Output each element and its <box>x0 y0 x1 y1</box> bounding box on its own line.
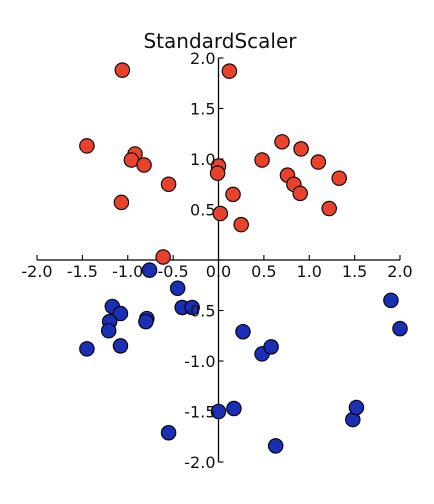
scatter-point <box>310 154 327 170</box>
scatter-point <box>293 141 309 157</box>
scatter-point <box>79 138 95 154</box>
scatter-point <box>267 438 284 454</box>
y-tick-label: 1.0 <box>190 150 215 169</box>
scatter-point <box>169 280 186 297</box>
y-tick-label: -0.5 <box>184 302 215 321</box>
scatter-point <box>210 403 227 420</box>
scatter-point <box>331 170 347 186</box>
scatter-point <box>225 186 241 203</box>
x-tick-label: 1.5 <box>342 262 367 281</box>
scatter-point <box>209 165 226 181</box>
x-tick-label: -1.5 <box>67 262 98 281</box>
scatter-point <box>114 62 131 78</box>
scatter-point <box>100 322 117 339</box>
scatter-point <box>292 185 308 202</box>
x-tick-label: -1.0 <box>112 262 143 281</box>
scatter-point <box>155 249 171 265</box>
scatter-point <box>113 194 130 211</box>
series-1 <box>79 262 408 454</box>
scatter-point <box>233 216 249 233</box>
scatter-point <box>348 399 365 416</box>
x-tick-label: -2.0 <box>21 262 52 281</box>
y-tick-label: 1.5 <box>190 100 215 119</box>
scatter-point <box>254 152 270 168</box>
scatter-point <box>112 338 129 354</box>
y-tick-label: 0.5 <box>190 201 215 220</box>
scatter-point <box>136 157 152 173</box>
x-tick-label: 0.5 <box>251 262 276 281</box>
scatter-point <box>392 320 408 337</box>
axes <box>36 57 401 463</box>
scatter-point <box>160 176 177 193</box>
scatter-point <box>263 339 279 355</box>
x-tick-label: 2.0 <box>387 262 412 281</box>
scatter-point <box>212 205 229 222</box>
scatter-point <box>141 262 158 278</box>
x-tick-label: 1.0 <box>297 262 322 281</box>
scatter-point <box>184 299 200 316</box>
scatter-point <box>226 400 242 417</box>
scatter-point <box>79 341 95 357</box>
tick-labels: -2.0 -1.5 -1.0 -0.5 0.0 0.5 1.0 1.5 2.0-2.0-1.5-… <box>21 49 412 472</box>
y-tick-label: 2.0 <box>190 49 215 68</box>
scatter-point <box>160 424 177 441</box>
scatter-point <box>138 313 154 330</box>
scatter-point <box>321 200 337 217</box>
chart-title: StandardScaler <box>143 29 297 53</box>
scatter-point <box>112 305 129 322</box>
x-tick-label: -0.5 <box>158 262 189 281</box>
scatter-point <box>235 323 251 340</box>
scatter-point <box>274 134 290 150</box>
scatter-point <box>383 292 399 309</box>
x-tick-label: 0.0 <box>206 262 231 281</box>
series-0 <box>79 62 347 265</box>
y-tick-label: -1.5 <box>184 403 215 422</box>
y-tick-label: -1.0 <box>184 352 215 371</box>
scatter-point <box>221 63 238 79</box>
data-points <box>79 62 408 454</box>
y-tick-label: -2.0 <box>184 453 215 472</box>
